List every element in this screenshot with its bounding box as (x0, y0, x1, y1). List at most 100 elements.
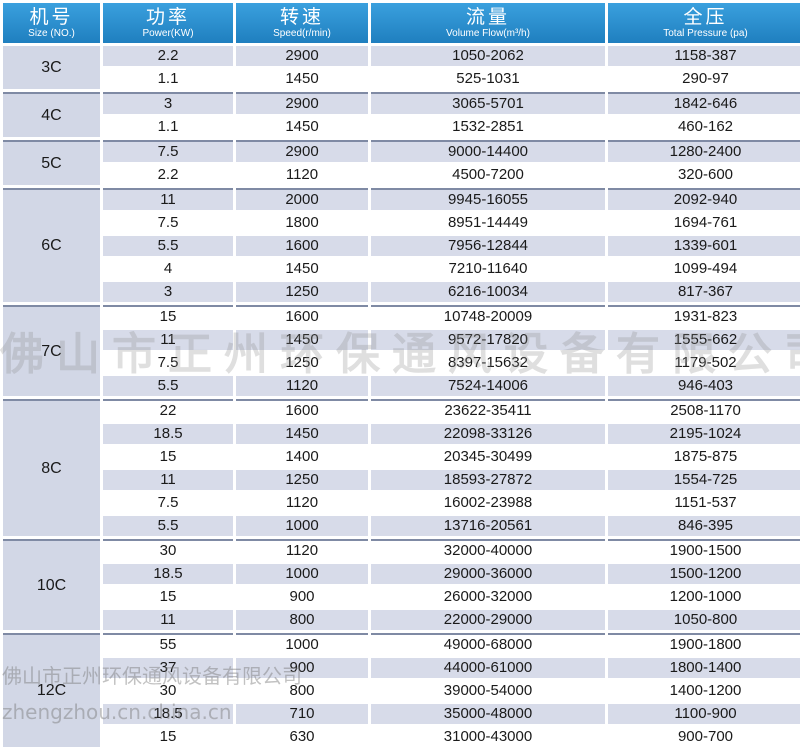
header-power: 功率 Power(KW) (103, 3, 233, 43)
speed-cell: 900 (236, 587, 368, 607)
flow-cell: 26000-32000 (371, 587, 605, 607)
flow-cell: 9000-14400 (371, 140, 605, 162)
speed-cell: 2000 (236, 188, 368, 210)
flow-cell: 8951-14449 (371, 213, 605, 233)
flow-cell: 16002-23988 (371, 493, 605, 513)
pressure-cell: 1050-800 (608, 610, 800, 630)
header-speed: 转速 Speed(r/min) (236, 3, 368, 43)
model-cell: 5C (3, 140, 100, 185)
speed-cell: 800 (236, 681, 368, 701)
pressure-cell: 1158-387 (608, 46, 800, 66)
power-cell: 11 (103, 610, 233, 630)
pressure-cell: 1200-1000 (608, 587, 800, 607)
power-cell: 1.1 (103, 69, 233, 89)
speed-cell: 1250 (236, 282, 368, 302)
flow-cell: 6216-10034 (371, 282, 605, 302)
header-speed-zh: 转速 (279, 5, 324, 28)
table-row: 7.5 1120 16002-23988 1151-537 (3, 493, 800, 513)
header-power-en: Power(KW) (142, 27, 194, 39)
pressure-cell: 846-395 (608, 516, 800, 536)
pressure-cell: 1875-875 (608, 447, 800, 467)
speed-cell: 1450 (236, 424, 368, 444)
speed-cell: 2900 (236, 140, 368, 162)
pressure-cell: 2092-940 (608, 188, 800, 210)
flow-cell: 10748-20009 (371, 305, 605, 327)
pressure-cell: 1400-1200 (608, 681, 800, 701)
speed-cell: 800 (236, 610, 368, 630)
pressure-cell: 1931-823 (608, 305, 800, 327)
header-size-en: Size (NO.) (28, 27, 75, 39)
speed-cell: 1450 (236, 330, 368, 350)
speed-cell: 1450 (236, 259, 368, 279)
speed-cell: 1600 (236, 399, 368, 421)
table-row: 10C 30 1120 32000-40000 1900-1500 (3, 539, 800, 630)
flow-cell: 49000-68000 (371, 633, 605, 655)
speed-cell: 1600 (236, 236, 368, 256)
table-row: 15 630 31000-43000 900-700 (3, 727, 800, 747)
flow-cell: 32000-40000 (371, 539, 605, 561)
power-cell: 30 (103, 539, 233, 561)
table-row: 5.5 1120 7524-14006 946-403 (3, 376, 800, 396)
flow-cell: 7524-14006 (371, 376, 605, 396)
flow-cell: 13716-20561 (371, 516, 605, 536)
power-cell: 7.5 (103, 140, 233, 162)
header-volume-flow-en: Volume Flow(m³/h) (446, 27, 530, 39)
pressure-cell: 1900-1800 (608, 633, 800, 655)
speed-cell: 1250 (236, 353, 368, 373)
table-header-row: 机号 Size (NO.) 功率 Power(KW) 转速 Speed(r/mi… (3, 3, 800, 43)
speed-cell: 2900 (236, 46, 368, 66)
power-cell: 4 (103, 259, 233, 279)
pressure-cell: 1339-601 (608, 236, 800, 256)
flow-cell: 525-1031 (371, 69, 605, 89)
pressure-cell: 460-162 (608, 117, 800, 137)
power-cell: 7.5 (103, 493, 233, 513)
flow-cell: 18593-27872 (371, 470, 605, 490)
model-cell: 8C (3, 399, 100, 536)
flow-cell: 3065-5701 (371, 92, 605, 114)
model-cell: 3C (3, 46, 100, 89)
header-volume-flow-zh: 流量 (465, 5, 510, 28)
table-row: 7.5 1250 8397-15632 1179-502 (3, 353, 800, 373)
flow-cell: 22000-29000 (371, 610, 605, 630)
pressure-cell: 2195-1024 (608, 424, 800, 444)
speed-cell: 1120 (236, 165, 368, 185)
table-row: 2.2 1120 4500-7200 320-600 (3, 165, 800, 185)
pressure-cell: 900-700 (608, 727, 800, 747)
pressure-cell: 1900-1500 (608, 539, 800, 561)
flow-cell: 7210-11640 (371, 259, 605, 279)
table-row: 12C 55 1000 49000-68000 1900-1800 (3, 633, 800, 747)
speed-cell: 1400 (236, 447, 368, 467)
table-row: 3C 2.2 2900 1050-2062 1158-387 (3, 46, 800, 89)
table-row: 1.1 1450 525-1031 290-97 (3, 69, 800, 89)
pressure-cell: 1099-494 (608, 259, 800, 279)
power-cell: 2.2 (103, 46, 233, 66)
flow-cell: 4500-7200 (371, 165, 605, 185)
flow-cell: 31000-43000 (371, 727, 605, 747)
model-cell: 6C (3, 188, 100, 302)
power-cell: 22 (103, 399, 233, 421)
header-total-pressure-en: Total Pressure (pa) (663, 27, 748, 39)
speed-cell: 1450 (236, 69, 368, 89)
power-cell: 7.5 (103, 213, 233, 233)
power-cell: 18.5 (103, 704, 233, 724)
header-total-pressure-zh: 全压 (683, 5, 728, 28)
speed-cell: 1120 (236, 539, 368, 561)
flow-cell: 35000-48000 (371, 704, 605, 724)
model-cell: 7C (3, 305, 100, 396)
power-cell: 15 (103, 305, 233, 327)
power-cell: 15 (103, 447, 233, 467)
table-row: 15 900 26000-32000 1200-1000 (3, 587, 800, 607)
speed-cell: 710 (236, 704, 368, 724)
power-cell: 37 (103, 658, 233, 678)
header-speed-en: Speed(r/min) (273, 27, 331, 39)
flow-cell: 22098-33126 (371, 424, 605, 444)
table-row: 15 1400 20345-30499 1875-875 (3, 447, 800, 467)
table-row: 5.5 1600 7956-12844 1339-601 (3, 236, 800, 256)
header-size: 机号 Size (NO.) (3, 3, 100, 43)
flow-cell: 1532-2851 (371, 117, 605, 137)
pressure-cell: 1555-662 (608, 330, 800, 350)
power-cell: 15 (103, 587, 233, 607)
power-cell: 3 (103, 282, 233, 302)
speed-cell: 1000 (236, 633, 368, 655)
